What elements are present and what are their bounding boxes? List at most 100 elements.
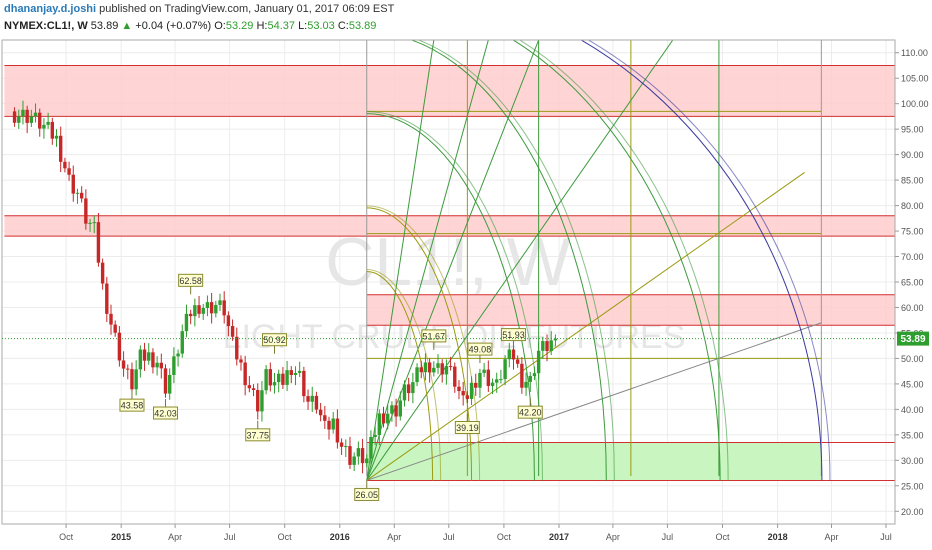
candle-body [281, 373, 285, 385]
candle-body [553, 338, 558, 341]
candle-body [465, 395, 470, 399]
candle-body [339, 442, 344, 447]
candle-body [444, 366, 449, 375]
point-label-text: 43.58 [121, 401, 144, 411]
x-tick-label: 2018 [768, 532, 788, 542]
candle-body [314, 395, 319, 410]
candle-body [193, 305, 197, 317]
author-link[interactable]: dhananjay.d.joshi [4, 3, 97, 15]
candle-body [453, 366, 457, 387]
gann-arc [512, 40, 721, 481]
point-label-box [119, 398, 145, 412]
candle-body [348, 446, 352, 465]
resistance-zone [4, 65, 895, 117]
y-tick-label: 90.00 [901, 150, 924, 160]
candle-body [33, 112, 38, 117]
candle-body [67, 168, 71, 175]
low-label: L: [298, 20, 308, 32]
candle-body [21, 109, 25, 117]
gann-arc [409, 40, 607, 481]
candle-body [532, 373, 537, 376]
candle-body [147, 352, 151, 361]
y-tick-label: 70.00 [901, 252, 924, 262]
point-label-box [354, 487, 380, 501]
candle-body [256, 390, 260, 412]
y-tick-label: 25.00 [901, 481, 924, 491]
candle-body [423, 362, 428, 373]
candle-body [121, 360, 126, 369]
x-tick-label: 2016 [330, 532, 350, 542]
candle-body [42, 124, 46, 129]
candle-body [172, 356, 176, 375]
candle-body [226, 315, 231, 327]
current-price-tag [897, 331, 929, 346]
price-change: +0.04 (+0.07%) [135, 20, 212, 32]
candle-body [469, 382, 474, 399]
candle-body [289, 370, 293, 375]
x-tick-label: Oct [716, 532, 731, 542]
x-tick-label: Jul [880, 532, 892, 542]
candle-body [499, 379, 503, 381]
candle-body [58, 135, 63, 162]
candle-body [96, 222, 101, 263]
candle-body [151, 352, 155, 368]
gann-fan-line [366, 40, 435, 481]
candle-body [545, 341, 549, 352]
gann-arc [416, 40, 615, 481]
y-tick-label: 95.00 [901, 125, 924, 135]
y-tick-label: 60.00 [901, 303, 924, 313]
candle-body [214, 304, 218, 314]
high-label: H: [256, 20, 268, 32]
low-value: 53.03 [307, 20, 335, 32]
candle-body [515, 359, 520, 364]
candle-body [365, 458, 369, 464]
candle-body [323, 415, 327, 421]
candle-body [209, 302, 214, 314]
candle-body [520, 363, 524, 388]
candle-body [130, 369, 134, 390]
gann-fan-line [366, 40, 674, 481]
point-label-box [454, 420, 480, 434]
candle-body [105, 283, 109, 314]
x-tick-label: 2015 [111, 532, 131, 542]
candle-body [356, 448, 361, 457]
candle-body [318, 409, 323, 416]
y-tick-label: 30.00 [901, 456, 924, 466]
candle-body [495, 379, 499, 383]
candle-body [293, 372, 298, 375]
point-label-box [467, 342, 493, 356]
candle-body [528, 375, 532, 382]
price-axis[interactable]: 20.0025.0030.0035.0040.0045.0050.0055.00… [895, 48, 929, 517]
candle-body [486, 369, 491, 386]
y-tick-label: 110.00 [901, 48, 928, 58]
candles [12, 100, 558, 474]
close-value: 53.89 [348, 20, 377, 32]
candle-body [155, 362, 159, 368]
point-label-text: 51.93 [502, 330, 525, 340]
time-axis[interactable]: Oct 2015 Apr Jul Oct 2016 Apr Jul Oct 2017 Apr Jul O… [59, 524, 892, 542]
candle-body [377, 413, 382, 436]
up-arrow-icon: ▲ [121, 20, 133, 32]
candle-body [507, 349, 511, 360]
candle-body [113, 324, 117, 333]
x-tick-label: 2017 [549, 532, 569, 542]
point-label-text: 62.58 [179, 276, 202, 286]
candle-body [302, 370, 306, 397]
candle-body [352, 456, 356, 465]
candle-body [230, 326, 235, 337]
candle-body [360, 448, 365, 464]
candle-body [79, 192, 84, 199]
candle-body [406, 384, 411, 394]
candle-body [88, 222, 92, 224]
y-tick-label: 65.00 [901, 278, 924, 288]
candle-body [222, 300, 226, 316]
candle-body [415, 367, 419, 383]
candle-body [71, 174, 75, 194]
candle-body [474, 382, 478, 388]
watermark-symbol: CL1!, W [325, 224, 571, 300]
candle-body [549, 340, 553, 352]
symbol-name[interactable]: NYMEX:CL1!, W [4, 20, 88, 32]
point-label-text: 51.67 [423, 331, 446, 341]
x-tick-label: Apr [168, 532, 182, 542]
